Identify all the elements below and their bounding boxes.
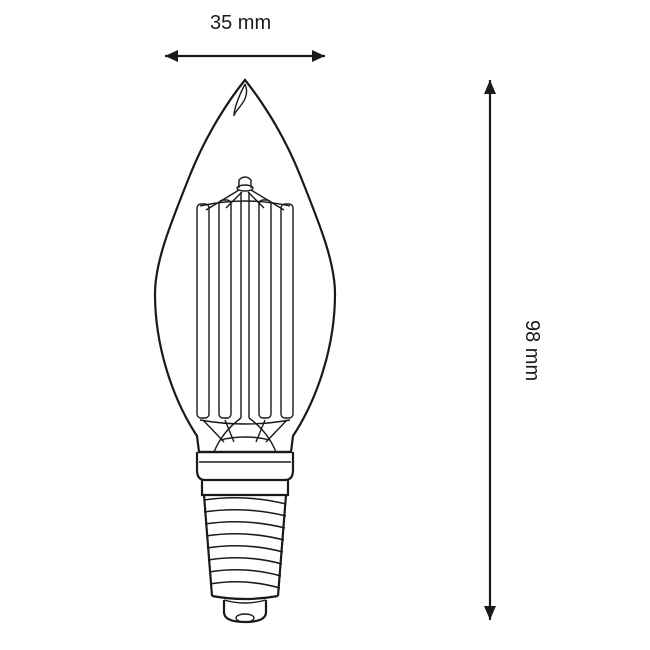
bulb-drawing [0,0,650,650]
width-dimension-arrow [165,50,325,62]
drawing-canvas: 35 mm 98 mm [0,0,650,650]
filament-bars [197,200,293,442]
bulb-glass-outline [155,80,335,452]
stem-assembly [200,177,290,452]
bottom-contact [224,600,266,622]
base-collar [197,452,293,495]
bulb-tip-inner [234,84,247,116]
height-dimension-arrow [484,80,496,620]
screw-thread [204,495,286,599]
